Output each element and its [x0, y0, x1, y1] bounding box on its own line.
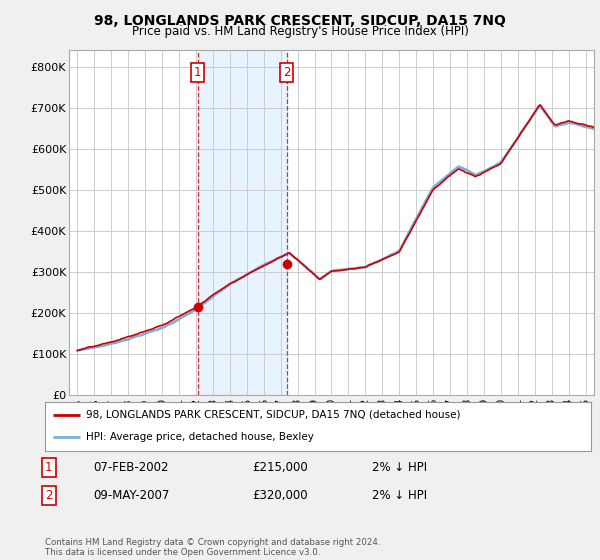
Text: 2% ↓ HPI: 2% ↓ HPI — [372, 489, 427, 502]
Text: 09-MAY-2007: 09-MAY-2007 — [93, 489, 169, 502]
Text: 1: 1 — [45, 461, 53, 474]
Text: Price paid vs. HM Land Registry's House Price Index (HPI): Price paid vs. HM Land Registry's House … — [131, 25, 469, 38]
Text: Contains HM Land Registry data © Crown copyright and database right 2024.
This d: Contains HM Land Registry data © Crown c… — [45, 538, 380, 557]
Text: 98, LONGLANDS PARK CRESCENT, SIDCUP, DA15 7NQ (detached house): 98, LONGLANDS PARK CRESCENT, SIDCUP, DA1… — [86, 410, 460, 420]
Text: 98, LONGLANDS PARK CRESCENT, SIDCUP, DA15 7NQ: 98, LONGLANDS PARK CRESCENT, SIDCUP, DA1… — [94, 14, 506, 28]
Text: 2% ↓ HPI: 2% ↓ HPI — [372, 461, 427, 474]
Bar — [198, 50, 287, 395]
Text: £320,000: £320,000 — [252, 489, 308, 502]
Text: 2: 2 — [283, 66, 290, 79]
Text: 1: 1 — [194, 66, 202, 79]
Text: HPI: Average price, detached house, Bexley: HPI: Average price, detached house, Bexl… — [86, 432, 314, 442]
Text: £215,000: £215,000 — [252, 461, 308, 474]
Text: 2: 2 — [45, 489, 53, 502]
Text: 07-FEB-2002: 07-FEB-2002 — [93, 461, 169, 474]
